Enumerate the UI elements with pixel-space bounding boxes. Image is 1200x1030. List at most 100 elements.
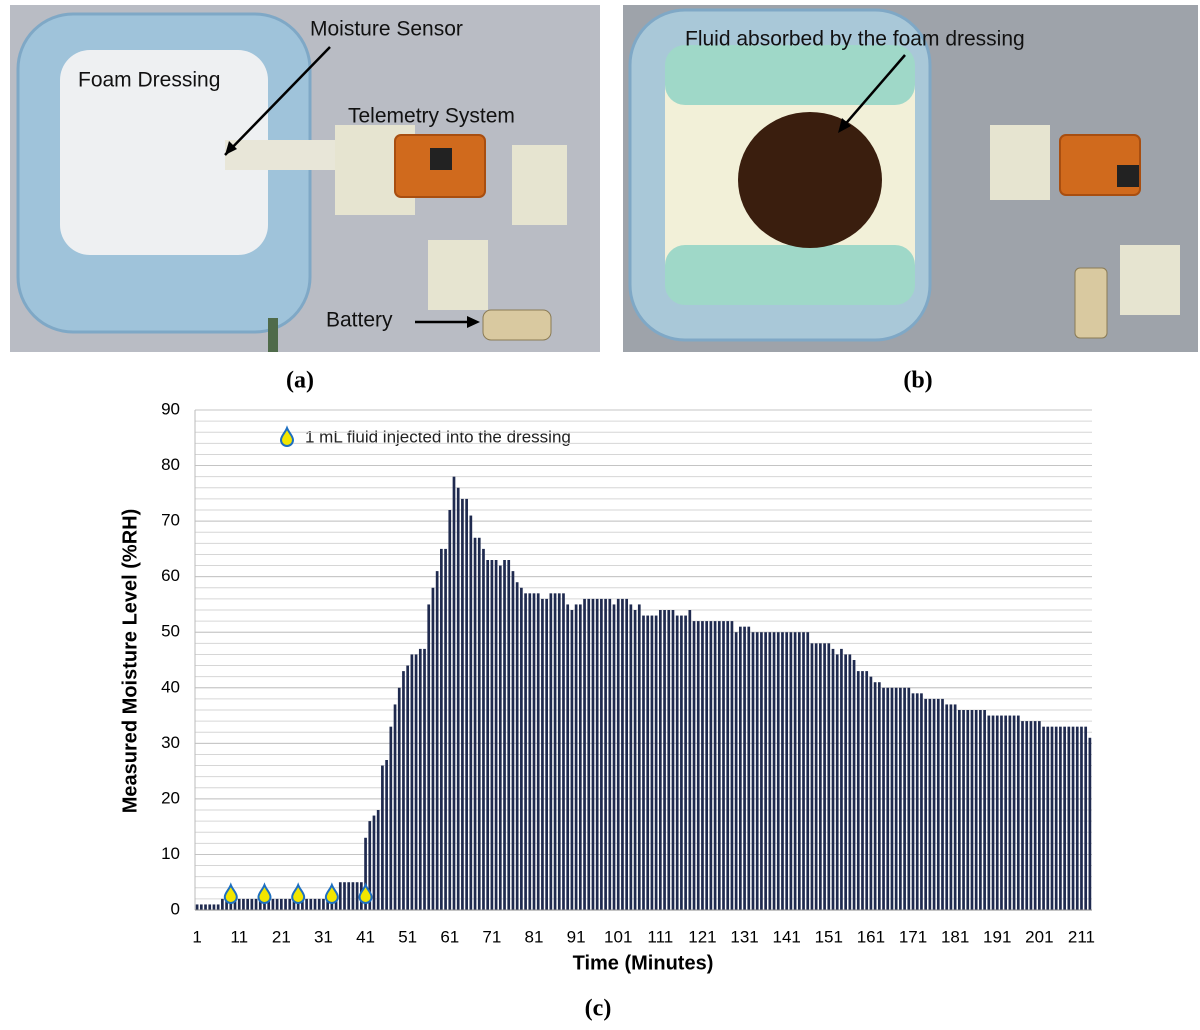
bar bbox=[528, 593, 531, 910]
bar bbox=[322, 899, 325, 910]
bar bbox=[823, 643, 826, 910]
bar bbox=[381, 766, 384, 910]
bar bbox=[495, 560, 498, 910]
bar bbox=[596, 599, 599, 910]
bar bbox=[992, 716, 995, 910]
y-tick-label: 20 bbox=[161, 788, 180, 807]
bar bbox=[987, 716, 990, 910]
bar bbox=[512, 571, 515, 910]
bar bbox=[933, 699, 936, 910]
bar bbox=[655, 616, 658, 910]
bar bbox=[929, 699, 932, 910]
bar bbox=[714, 621, 717, 910]
y-tick-label: 50 bbox=[161, 622, 180, 641]
bar bbox=[710, 621, 713, 910]
bar bbox=[865, 671, 868, 910]
bar bbox=[503, 560, 506, 910]
bar bbox=[419, 649, 422, 910]
bar bbox=[288, 899, 291, 910]
bar bbox=[827, 643, 830, 910]
x-tick-label: 151 bbox=[815, 927, 843, 946]
bar bbox=[221, 899, 224, 910]
bar bbox=[587, 599, 590, 910]
bar bbox=[251, 899, 254, 910]
bar bbox=[204, 904, 207, 910]
bar bbox=[676, 616, 679, 910]
bar bbox=[1030, 721, 1033, 910]
bar bbox=[1055, 727, 1058, 910]
bar bbox=[634, 610, 637, 910]
bar bbox=[217, 904, 220, 910]
bar bbox=[474, 538, 477, 910]
bar bbox=[920, 693, 923, 910]
bar bbox=[280, 899, 283, 910]
bar bbox=[1076, 727, 1079, 910]
bar bbox=[491, 560, 494, 910]
bar bbox=[625, 599, 628, 910]
bar bbox=[208, 904, 211, 910]
x-tick-label: 201 bbox=[1025, 927, 1053, 946]
bar bbox=[1034, 721, 1037, 910]
bar bbox=[870, 677, 873, 910]
bar bbox=[760, 632, 763, 910]
bar bbox=[853, 660, 856, 910]
bar bbox=[377, 810, 380, 910]
bar bbox=[701, 621, 704, 910]
bar bbox=[448, 510, 451, 910]
photo-label: Foam Dressing bbox=[78, 69, 220, 92]
bar bbox=[916, 693, 919, 910]
bar bbox=[1059, 727, 1062, 910]
photo-label: Fluid absorbed by the foam dressing bbox=[685, 28, 1025, 51]
bar bbox=[255, 899, 258, 910]
x-axis-title: Time (Minutes) bbox=[573, 952, 714, 974]
bar bbox=[895, 688, 898, 910]
bar bbox=[907, 688, 910, 910]
bar bbox=[811, 643, 814, 910]
bar bbox=[415, 654, 418, 910]
bar bbox=[1089, 738, 1092, 910]
bar bbox=[806, 632, 809, 910]
bar bbox=[663, 610, 666, 910]
bar bbox=[465, 499, 468, 910]
bar bbox=[638, 604, 641, 910]
bar bbox=[832, 649, 835, 910]
bar bbox=[318, 899, 321, 910]
bar bbox=[849, 654, 852, 910]
bar bbox=[246, 899, 249, 910]
bar bbox=[453, 477, 456, 910]
bar bbox=[1021, 721, 1024, 910]
y-tick-label: 30 bbox=[161, 733, 180, 752]
bar bbox=[309, 899, 312, 910]
bar bbox=[566, 604, 569, 910]
bar bbox=[1017, 716, 1020, 910]
caption: (b) bbox=[903, 368, 932, 394]
bar bbox=[743, 627, 746, 910]
x-tick-label: 101 bbox=[604, 927, 632, 946]
legend-marker bbox=[281, 428, 293, 446]
bar bbox=[352, 882, 355, 910]
bar bbox=[739, 627, 742, 910]
bar bbox=[600, 599, 603, 910]
bar bbox=[1072, 727, 1075, 910]
bar bbox=[520, 588, 523, 910]
bar bbox=[385, 760, 388, 910]
bar bbox=[284, 899, 287, 910]
caption: (a) bbox=[286, 368, 314, 394]
bar bbox=[945, 704, 948, 910]
y-tick-label: 10 bbox=[161, 844, 180, 863]
bar bbox=[545, 599, 548, 910]
bar bbox=[794, 632, 797, 910]
bar bbox=[613, 604, 616, 910]
bar bbox=[524, 593, 527, 910]
caption: (c) bbox=[585, 996, 612, 1022]
bar bbox=[962, 710, 965, 910]
bar bbox=[541, 599, 544, 910]
y-tick-label: 70 bbox=[161, 511, 180, 530]
y-tick-label: 80 bbox=[161, 455, 180, 474]
bar bbox=[975, 710, 978, 910]
bar bbox=[646, 616, 649, 910]
y-tick-label: 90 bbox=[161, 399, 180, 418]
bar bbox=[726, 621, 729, 910]
x-tick-label: 71 bbox=[482, 927, 501, 946]
bar bbox=[499, 566, 502, 910]
